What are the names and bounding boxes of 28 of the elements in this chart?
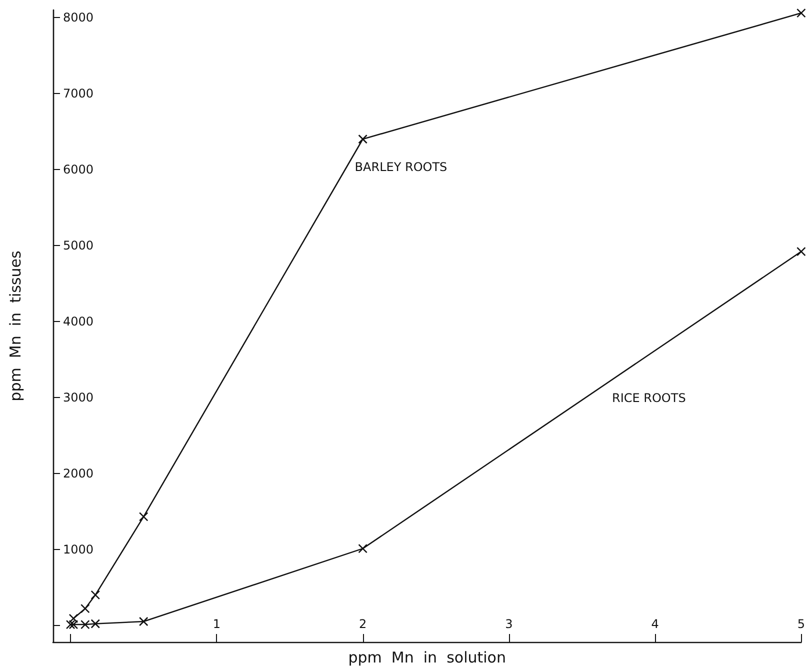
point [90, 590, 100, 600]
point [66, 620, 76, 630]
point [358, 134, 368, 144]
y-tick-label: 6000 [63, 162, 94, 177]
point [138, 512, 148, 522]
y-tick-label: 2000 [63, 466, 94, 480]
y-tick-label: 7000 [63, 86, 94, 101]
x-tick-label: 2 [358, 617, 367, 631]
x-tick-label: 3 [505, 617, 513, 631]
point [796, 246, 806, 256]
point [796, 8, 806, 18]
x-tick-label: 4 [651, 617, 659, 631]
x-axis-title: ppm Mn in solution [348, 648, 506, 666]
series-label: RICE ROOTS [612, 391, 686, 406]
point [90, 619, 100, 628]
x-tick-label: 5 [797, 617, 806, 631]
y-tick-label: 4000 [63, 314, 94, 328]
point [80, 604, 90, 614]
point [358, 544, 368, 554]
y-tick-label: 3000 [63, 390, 94, 404]
series-label: BARLEY ROOTS [354, 160, 448, 174]
point [80, 620, 90, 630]
y-tick-label: 5000 [63, 238, 94, 252]
point [138, 616, 148, 626]
y-tick-label: 8000 [63, 10, 94, 25]
y-axis-title: ppm Mn in tissues [6, 250, 24, 402]
x-tick-label: 1 [212, 617, 220, 631]
y-tick-label: 1000 [63, 542, 94, 556]
